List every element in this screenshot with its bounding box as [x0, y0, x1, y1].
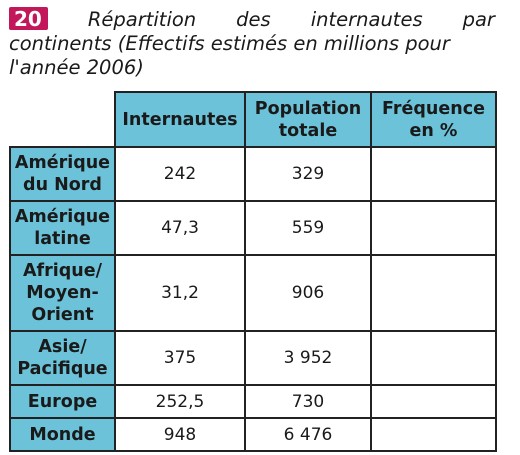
- row-label: Asie/ Pacifique: [9, 330, 116, 386]
- table-row: Europe 252,5 730: [9, 384, 497, 419]
- table-row: Amérique latine 47,3 559: [9, 200, 497, 256]
- exercise-number-badge: 20: [9, 7, 48, 30]
- column-header-population: Population totale: [244, 91, 372, 148]
- row-label-line: Moyen-: [26, 283, 99, 303]
- cell-frequence[interactable]: [370, 200, 497, 256]
- cell-frequence[interactable]: [370, 330, 497, 386]
- title-lead: 20: [9, 7, 48, 30]
- table-header-row: Internautes Population totale Fréquence …: [10, 91, 497, 148]
- row-label: Amérique latine: [9, 200, 116, 256]
- row-label: Afrique/ Moyen- Orient: [9, 254, 116, 332]
- title-line-1: 20 Répartition des internautes par: [9, 7, 495, 32]
- title-line-2: continents (Effectifs estimés en million…: [9, 32, 450, 55]
- cell-internautes: 31,2: [114, 254, 246, 332]
- cell-internautes: 948: [114, 417, 246, 452]
- cell-population: 730: [244, 384, 372, 419]
- header-line: Internautes: [122, 109, 238, 130]
- cell-internautes: 375: [114, 330, 246, 386]
- header-line: Fréquence: [382, 98, 485, 119]
- title-word: par: [462, 8, 495, 31]
- row-label-line: Europe: [27, 391, 98, 412]
- table-row: Afrique/ Moyen- Orient 31,2 906: [9, 254, 497, 332]
- row-label-line: Asie/: [38, 337, 87, 357]
- cell-frequence[interactable]: [370, 384, 497, 419]
- row-label-line: Pacifique: [17, 359, 108, 379]
- row-label-line: du Nord: [23, 175, 102, 195]
- row-label: Europe: [9, 384, 116, 419]
- cell-frequence[interactable]: [370, 417, 497, 452]
- table-row: Monde 948 6 476: [9, 417, 497, 452]
- column-header-frequence: Fréquence en %: [370, 91, 497, 148]
- row-label-line: Orient: [31, 305, 94, 325]
- cell-population: 329: [244, 146, 372, 202]
- header-line: en %: [409, 120, 458, 141]
- title-word: des: [236, 8, 271, 31]
- title-word: Répartition: [87, 8, 197, 31]
- cell-internautes: 242: [114, 146, 246, 202]
- header-line: totale: [278, 120, 338, 141]
- title-line-3: l'année 2006): [9, 56, 144, 79]
- cell-population: 3 952: [244, 330, 372, 386]
- table-row: Amérique du Nord 242 329: [9, 146, 497, 202]
- internet-users-table: Internautes Population totale Fréquence …: [9, 91, 497, 452]
- cell-frequence[interactable]: [370, 146, 497, 202]
- cell-population: 906: [244, 254, 372, 332]
- cell-frequence[interactable]: [370, 254, 497, 332]
- row-label-line: latine: [34, 229, 91, 249]
- row-label: Monde: [9, 417, 116, 452]
- column-header-internautes: Internautes: [114, 91, 246, 148]
- table-row: Asie/ Pacifique 375 3 952: [9, 330, 497, 386]
- cell-internautes: 47,3: [114, 200, 246, 256]
- cell-internautes: 252,5: [114, 384, 246, 419]
- exercise-heading: 20 Répartition des internautes par conti…: [9, 7, 495, 80]
- row-label-line: Amérique: [14, 153, 111, 173]
- header-line: Population: [254, 98, 362, 119]
- cell-population: 559: [244, 200, 372, 256]
- row-label-line: Amérique: [14, 207, 111, 227]
- row-label: Amérique du Nord: [9, 146, 116, 202]
- cell-population: 6 476: [244, 417, 372, 452]
- row-label-line: Monde: [29, 424, 96, 445]
- title-word: internautes: [310, 8, 423, 31]
- table-corner: [10, 92, 116, 148]
- row-label-line: Afrique/: [22, 261, 103, 281]
